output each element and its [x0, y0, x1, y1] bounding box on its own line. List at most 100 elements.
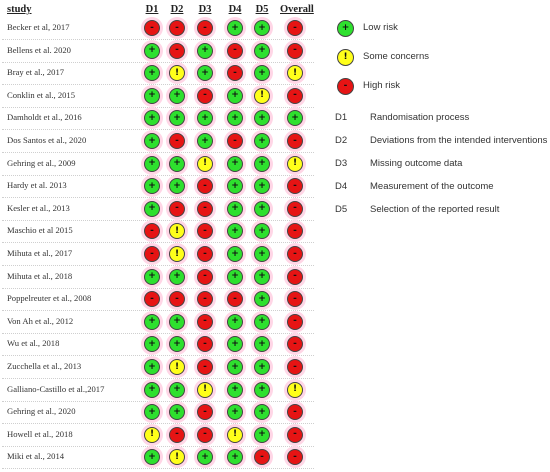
- low-risk-icon: +: [144, 178, 160, 195]
- low-risk-icon: +: [227, 449, 243, 466]
- low-risk-icon: +: [144, 87, 160, 104]
- rating-cell-overall: -: [280, 288, 310, 310]
- rating-cell-d4: +: [220, 311, 250, 333]
- rating-cell-overall: -: [280, 424, 310, 446]
- rating-cell-d2: +: [162, 401, 192, 423]
- rating-cell-overall: -: [280, 446, 310, 468]
- rating-cell-d2: !: [162, 243, 192, 265]
- rating-cell-d2: -: [162, 424, 192, 446]
- low-risk-icon: +: [197, 133, 213, 149]
- rating-cell-d5: +: [247, 379, 277, 401]
- study-name: Miki et al., 2014: [7, 451, 65, 462]
- low-risk-icon: +: [169, 404, 185, 421]
- study-name: Damholdt et al., 2016: [7, 112, 82, 123]
- rating-cell-d5: +: [247, 356, 277, 378]
- some-risk-icon: !: [197, 381, 213, 398]
- low-risk-icon: +: [254, 223, 270, 240]
- low-risk-icon: +: [254, 110, 270, 127]
- rating-cell-overall: -: [280, 401, 310, 423]
- low-risk-icon: +: [169, 155, 185, 172]
- rating-cell-d4: +: [220, 220, 250, 242]
- low-risk-icon: +: [144, 381, 160, 398]
- rating-cell-d1: +: [137, 401, 167, 423]
- domain-code: D1: [335, 112, 348, 123]
- rating-cell-overall: -: [280, 40, 310, 62]
- high-risk-icon: -: [287, 178, 303, 195]
- domain-item-d4: D4 Measurement of the outcome: [335, 181, 550, 195]
- low-risk-icon: +: [254, 381, 270, 398]
- column-header-overall: Overall: [280, 4, 314, 15]
- rating-cell-d2: +: [162, 379, 192, 401]
- low-risk-icon: +: [254, 426, 270, 443]
- rating-cell-d3: -: [190, 17, 220, 39]
- table-row: Galliano-Castillo et al.,2017 + +! + +!: [2, 379, 314, 402]
- low-risk-icon: +: [227, 404, 243, 421]
- high-risk-icon: -: [197, 426, 213, 443]
- rating-cell-d3: !: [190, 153, 220, 175]
- rating-cell-d2: !: [162, 62, 192, 84]
- rating-cell-d3: !: [190, 379, 220, 401]
- rating-cell-d3: -: [190, 220, 220, 242]
- high-risk-icon: -: [169, 42, 185, 59]
- high-risk-icon: -: [287, 449, 303, 466]
- rating-cell-d1: +: [137, 311, 167, 333]
- some-risk-icon: !: [227, 426, 243, 443]
- domain-item-d3: D3 Missing outcome data: [335, 158, 550, 172]
- rating-cell-d4: +: [220, 198, 250, 220]
- low-risk-icon: +: [144, 359, 160, 375]
- rating-cell-d2: -: [162, 40, 192, 62]
- low-risk-icon: +: [144, 313, 160, 330]
- rating-cell-d1: -: [137, 17, 167, 39]
- column-header-d1: D1: [145, 4, 159, 15]
- low-risk-icon: +: [144, 336, 160, 353]
- high-risk-icon: -: [287, 359, 303, 375]
- low-risk-icon: +: [144, 110, 160, 127]
- rating-cell-overall: -: [280, 333, 310, 355]
- rating-cell-d4: +: [220, 85, 250, 107]
- high-risk-icon: -: [144, 246, 160, 262]
- domain-description: Selection of the reported result: [370, 204, 500, 215]
- study-name: Becker et al, 2017: [7, 22, 70, 32]
- low-risk-icon: +: [227, 223, 243, 240]
- rating-cell-d5: +: [247, 424, 277, 446]
- rating-cell-d2: +: [162, 266, 192, 288]
- rating-cell-d4: +: [220, 401, 250, 423]
- some-risk-icon: !: [144, 426, 160, 443]
- rating-cell-d3: -: [190, 356, 220, 378]
- table-row: Becker et al, 2017- - - + + -: [2, 17, 314, 40]
- rating-cell-d1: +: [137, 40, 167, 62]
- high-risk-icon: -: [197, 291, 213, 308]
- study-name: Mihuta et al., 2018: [7, 270, 73, 281]
- column-header-d3: D3: [198, 4, 212, 15]
- some-risk-icon: !: [169, 65, 185, 82]
- rating-cell-overall: -: [280, 311, 310, 333]
- rating-cell-d1: +: [137, 446, 167, 468]
- low-risk-icon: +: [254, 268, 270, 285]
- low-risk-icon: +: [144, 133, 160, 149]
- high-risk-icon: -: [197, 223, 213, 240]
- table-row: Wu et al., 2018 + + - + + -: [2, 333, 314, 357]
- rating-cell-overall: -: [280, 17, 310, 39]
- rating-cell-d2: +: [162, 311, 192, 333]
- domain-code: D5: [335, 204, 348, 215]
- study-name: Poppelreuter et al., 2008: [7, 293, 92, 304]
- rating-cell-d4: +: [220, 107, 250, 129]
- study-name: Hardy et al. 2013: [7, 180, 67, 191]
- rating-cell-d3: +: [190, 62, 220, 84]
- some-risk-icon: !: [169, 246, 185, 262]
- rating-cell-d3: +: [190, 107, 220, 129]
- rating-cell-d1: +: [137, 62, 167, 84]
- table-row: Hardy et al. 2013 + + - + + -: [2, 175, 314, 199]
- legend-label: High risk: [363, 80, 400, 91]
- high-risk-icon: -: [287, 313, 303, 330]
- low-risk-icon: +: [169, 110, 185, 127]
- study-name: Dos Santos et al., 2020: [7, 135, 87, 145]
- high-risk-icon: -: [227, 42, 243, 59]
- high-risk-icon: -: [169, 200, 185, 217]
- some-risk-icon: !: [287, 65, 303, 82]
- rating-cell-d3: -: [190, 288, 220, 310]
- low-risk-icon: +: [197, 65, 213, 82]
- some-risk-icon: !: [254, 87, 270, 104]
- table-row: Gehring et al., 2020 + + - + + -: [2, 401, 314, 425]
- study-name: Bray et al., 2017: [7, 67, 65, 78]
